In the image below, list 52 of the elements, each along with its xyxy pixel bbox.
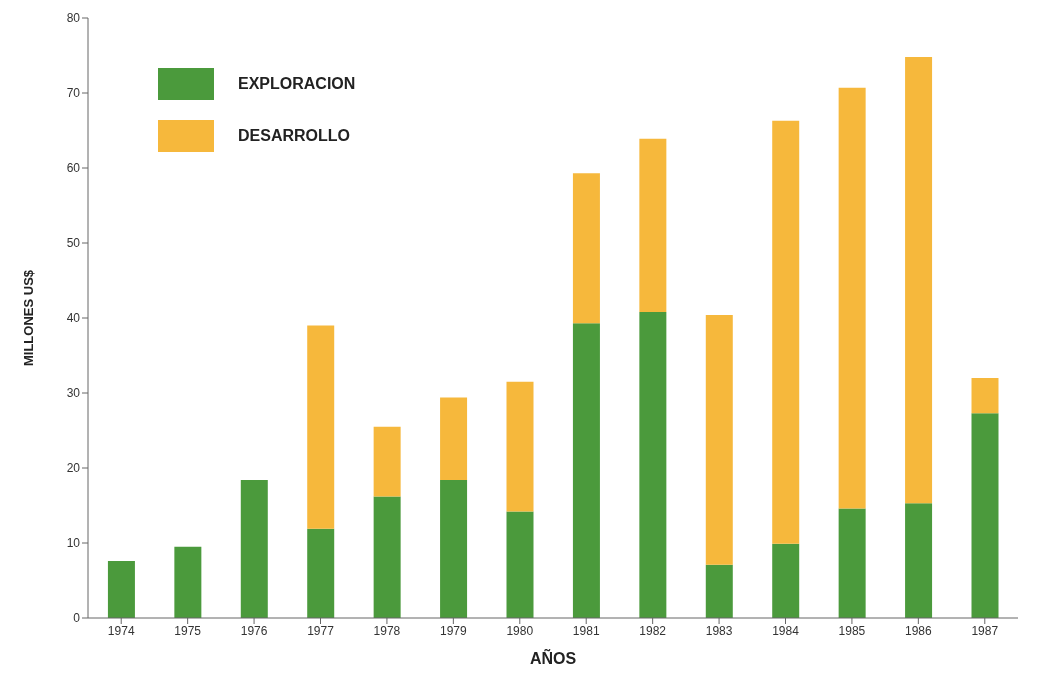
y-tick-label: 30	[66, 386, 81, 401]
y-tick-label: 40	[66, 311, 81, 326]
x-tick-label: 1984	[772, 623, 800, 638]
bar	[174, 546, 202, 618]
y-tick-label: 80	[66, 11, 81, 26]
x-tick-label: 1985	[838, 623, 866, 638]
y-tick-label: 20	[66, 461, 81, 476]
bar	[639, 312, 667, 618]
bar	[307, 325, 335, 529]
x-tick-label: 1986	[905, 623, 933, 638]
bar	[838, 87, 866, 509]
x-tick-label: 1987	[971, 623, 999, 638]
y-tick-label: 70	[66, 86, 81, 101]
y-tick-label: 0	[73, 611, 81, 626]
bar	[240, 480, 268, 618]
y-tick-label: 60	[66, 161, 81, 176]
x-tick-label: 1974	[107, 623, 135, 638]
bar	[772, 543, 800, 618]
bar	[506, 511, 534, 618]
x-tick-label: 1977	[307, 623, 335, 638]
y-tick-label: 50	[66, 236, 81, 251]
bar	[905, 503, 933, 618]
bar	[705, 564, 733, 618]
bar	[971, 378, 999, 414]
x-tick-label: 1983	[705, 623, 733, 638]
bar	[440, 480, 468, 618]
x-tick-label: 1981	[572, 623, 600, 638]
x-tick-label: 1978	[373, 623, 401, 638]
bar	[572, 323, 600, 618]
bar	[506, 381, 534, 512]
bar	[107, 561, 135, 618]
y-tick-label: 10	[66, 536, 81, 551]
bar	[772, 120, 800, 544]
bar	[971, 413, 999, 618]
legend-label: EXPLORACION	[238, 75, 356, 93]
x-tick-label: 1976	[240, 623, 268, 638]
bar	[572, 173, 600, 324]
x-tick-label: 1982	[639, 623, 667, 638]
y-axis-title: MILLONES US$	[20, 269, 36, 367]
bar	[373, 426, 401, 497]
bar	[838, 508, 866, 618]
bar	[307, 528, 335, 618]
x-tick-label: 1980	[506, 623, 534, 638]
legend-label: DESARROLLO	[238, 127, 350, 145]
x-tick-label: 1975	[174, 623, 202, 638]
bar	[639, 138, 667, 312]
bar	[440, 397, 468, 480]
bar	[373, 496, 401, 618]
x-axis-title: AÑOS	[529, 648, 577, 667]
bar	[905, 57, 933, 504]
x-tick-label: 1979	[440, 623, 468, 638]
bar	[705, 315, 733, 565]
